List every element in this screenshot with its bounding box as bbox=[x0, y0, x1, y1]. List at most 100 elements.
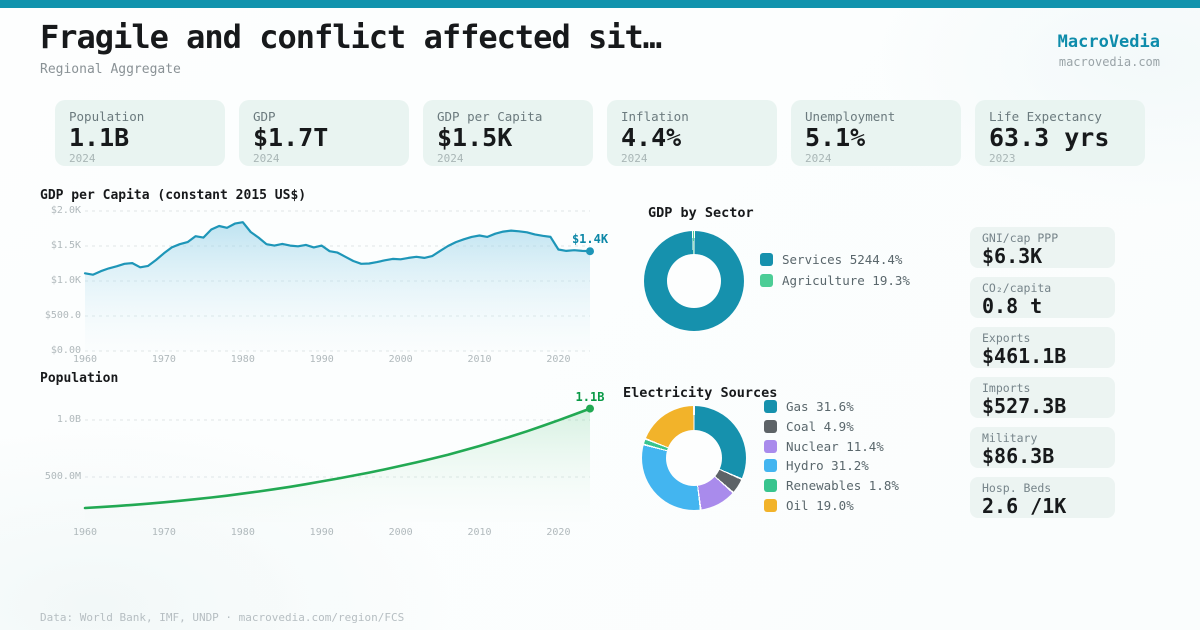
side-value: $6.3K bbox=[982, 244, 1043, 269]
x-axis-tick-label: 1990 bbox=[309, 527, 334, 538]
donut-hole bbox=[667, 254, 721, 308]
stat-label: Unemployment bbox=[805, 109, 896, 124]
stat-card-life-expectancy: Life Expectancy 63.3 yrs 2023 bbox=[975, 100, 1145, 166]
x-axis-tick-label: 2000 bbox=[388, 527, 413, 538]
y-axis-tick-label: $500.0 bbox=[44, 310, 81, 321]
x-axis-tick-label: 2000 bbox=[388, 354, 413, 365]
page-title: Fragile and conflict affected sit… bbox=[40, 18, 662, 56]
stat-card-unemployment: Unemployment 5.1% 2024 bbox=[791, 100, 961, 166]
side-card-gni: GNI/cap PPP $6.3K bbox=[970, 227, 1115, 268]
stat-value: $1.7T bbox=[253, 123, 329, 152]
x-axis-tick-label: 1990 bbox=[309, 354, 334, 365]
side-label: GNI/cap PPP bbox=[982, 231, 1059, 245]
y-axis-tick-label: $1.5K bbox=[50, 240, 81, 251]
legend-item-renewables: Renewables 1.8% bbox=[764, 478, 899, 493]
x-axis-tick-label: 1970 bbox=[151, 527, 176, 538]
side-value: $461.1B bbox=[982, 344, 1067, 369]
x-axis-tick-label: 2020 bbox=[546, 354, 571, 365]
stat-year: 2024 bbox=[621, 152, 648, 165]
series-end-dot bbox=[586, 404, 594, 413]
legend-item-nuclear: Nuclear 11.4% bbox=[764, 439, 899, 454]
side-label: Exports bbox=[982, 331, 1031, 345]
y-axis-tick-label: $2.0K bbox=[50, 205, 81, 216]
side-label: Hosp. Beds bbox=[982, 481, 1052, 495]
stat-year: 2024 bbox=[69, 152, 96, 165]
stat-value: 5.1% bbox=[805, 123, 866, 152]
donut-hole bbox=[666, 430, 722, 486]
stat-value: 63.3 yrs bbox=[989, 123, 1110, 152]
side-value: 2.6 /1K bbox=[982, 494, 1067, 519]
legend-swatch bbox=[760, 253, 773, 266]
stat-card-inflation: Inflation 4.4% 2024 bbox=[607, 100, 777, 166]
legend-item-agriculture: Agriculture 19.3% bbox=[760, 273, 910, 288]
gdp-sector-title: GDP by Sector bbox=[648, 205, 754, 221]
stat-year: 2024 bbox=[437, 152, 464, 165]
gdp-per-capita-line-chart bbox=[83, 210, 594, 352]
side-card-hospital-beds: Hosp. Beds 2.6 /1K bbox=[970, 477, 1115, 518]
brand-site-url: macrovedia.com bbox=[1058, 55, 1160, 69]
legend-label: Hydro 31.2% bbox=[786, 458, 869, 474]
legend-label: Gas 31.6% bbox=[786, 399, 854, 414]
stat-year: 2024 bbox=[253, 152, 280, 165]
legend-item-coal: Coal 4.9% bbox=[764, 419, 899, 434]
y-axis-tick-label: 500.0M bbox=[44, 471, 81, 482]
legend-swatch bbox=[764, 479, 777, 493]
side-label: Imports bbox=[982, 381, 1031, 395]
stat-label: GDP per Capita bbox=[437, 109, 543, 124]
gdp-sector-donut-chart bbox=[644, 231, 744, 331]
legend-label: Agriculture 19.3% bbox=[782, 273, 910, 288]
stat-value: $1.5K bbox=[437, 123, 513, 152]
side-value: $86.3B bbox=[982, 444, 1055, 469]
side-metrics-column: GNI/cap PPP $6.3K CO₂/capita 0.8 t Expor… bbox=[970, 227, 1115, 518]
data-source-note: Data: World Bank, IMF, UNDP · macrovedia… bbox=[40, 611, 405, 624]
series-end-label: $1.4K bbox=[571, 232, 609, 247]
electricity-title: Electricity Sources bbox=[623, 385, 778, 401]
brand-block: MacroVedia macrovedia.com bbox=[1058, 32, 1160, 69]
x-axis-tick-label: 1980 bbox=[230, 354, 255, 365]
side-card-co2: CO₂/capita 0.8 t bbox=[970, 277, 1115, 318]
x-axis-tick-label: 2020 bbox=[546, 527, 571, 538]
stat-value: 4.4% bbox=[621, 123, 682, 152]
stat-card-gdp-per-capita: GDP per Capita $1.5K 2024 bbox=[423, 100, 593, 166]
legend-item-services: Services 5244.4% bbox=[760, 252, 910, 267]
legend-item-hydro: Hydro 31.2% bbox=[764, 458, 899, 473]
stat-year: 2023 bbox=[989, 152, 1016, 165]
stat-label: GDP bbox=[253, 109, 276, 124]
brand-logo[interactable]: MacroVedia bbox=[1057, 32, 1160, 52]
electricity-donut-chart bbox=[642, 406, 746, 510]
x-axis-tick-label: 1960 bbox=[72, 354, 98, 365]
legend-swatch bbox=[764, 439, 777, 453]
y-axis-tick-label: $1.0K bbox=[50, 275, 81, 286]
side-value: 0.8 t bbox=[982, 294, 1043, 319]
legend-label: Coal 4.9% bbox=[786, 418, 854, 434]
stats-row: Population 1.1B 2024 GDP $1.7T 2024 GDP … bbox=[55, 100, 1145, 166]
legend-label: Services 5244.4% bbox=[782, 252, 903, 267]
legend-label: Oil 19.0% bbox=[786, 497, 854, 513]
x-axis-tick-label: 1970 bbox=[151, 354, 176, 365]
legend-label: Nuclear 11.4% bbox=[786, 438, 884, 454]
y-axis-tick-label: 1.0B bbox=[56, 414, 81, 425]
stat-value: 1.1B bbox=[69, 123, 130, 152]
population-chart-title: Population bbox=[40, 371, 119, 386]
legend-swatch bbox=[764, 459, 777, 473]
y-axis-tick-label: $0.00 bbox=[50, 345, 81, 356]
series-end-dot bbox=[586, 247, 594, 256]
x-axis-tick-label: 2010 bbox=[467, 354, 492, 365]
gdp-chart-title: GDP per Capita (constant 2015 US$) bbox=[40, 188, 307, 203]
legend-item-oil: Oil 19.0% bbox=[764, 498, 899, 513]
stat-card-population: Population 1.1B 2024 bbox=[55, 100, 225, 166]
stat-year: 2024 bbox=[805, 152, 832, 165]
side-card-exports: Exports $461.1B bbox=[970, 327, 1115, 368]
x-axis-tick-label: 2010 bbox=[467, 527, 492, 538]
electricity-legend: Gas 31.6% Coal 4.9% Nuclear 11.4% Hydro 31.… bbox=[764, 399, 899, 518]
stat-label: Inflation bbox=[621, 109, 689, 124]
side-label: Military bbox=[982, 431, 1038, 445]
x-axis-tick-label: 1960 bbox=[72, 527, 98, 538]
legend-swatch bbox=[764, 498, 777, 512]
legend-swatch bbox=[764, 419, 777, 433]
legend-label: Renewables 1.8% bbox=[786, 478, 899, 494]
side-card-military: Military $86.3B bbox=[970, 427, 1115, 468]
legend-swatch bbox=[760, 274, 773, 287]
legend-swatch bbox=[764, 400, 777, 413]
